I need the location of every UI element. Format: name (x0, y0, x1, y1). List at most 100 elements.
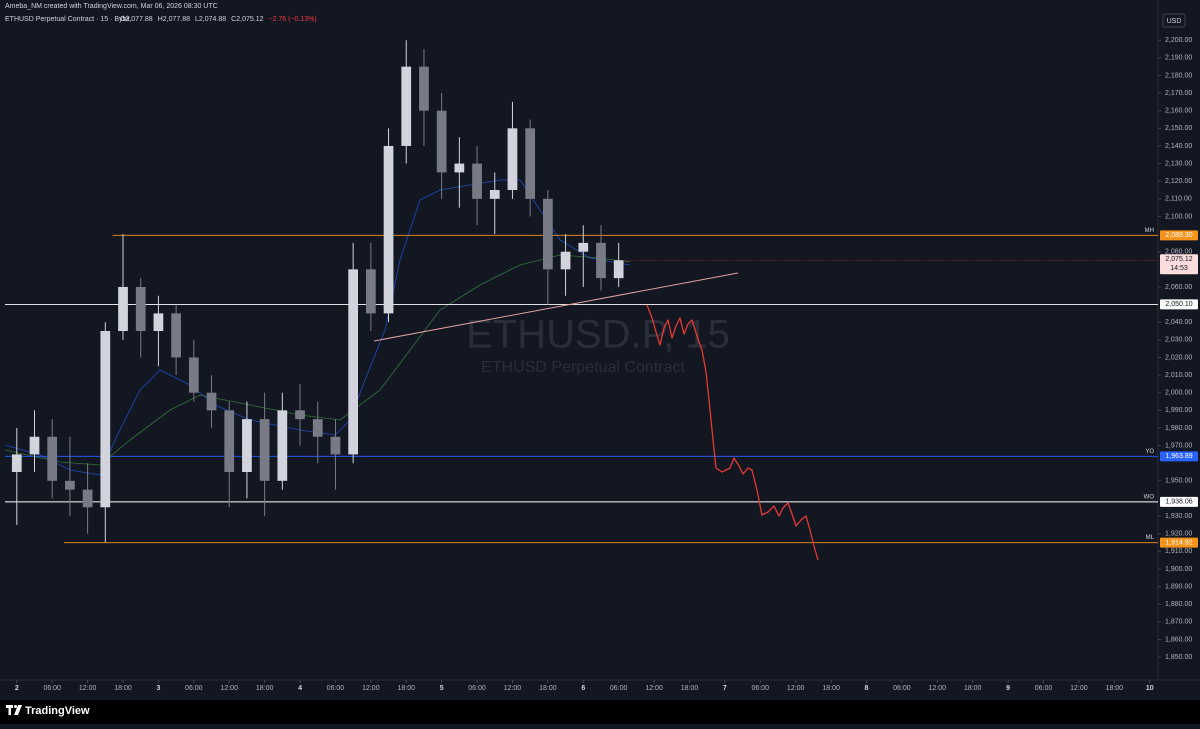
level-label: 2,089.30 (1165, 232, 1192, 239)
x-tick-label: 12:00 (79, 685, 97, 692)
candle-body (206, 392, 217, 411)
x-tick-label: 9 (1006, 685, 1010, 692)
x-tick-label: 06:00 (893, 685, 911, 692)
x-tick-label: 06:00 (1035, 685, 1053, 692)
x-tick-label: 18:00 (1106, 685, 1124, 692)
candle-body (11, 454, 22, 473)
level-badge (1160, 299, 1198, 310)
y-tick-label: 2,190.00 (1165, 55, 1192, 62)
y-tick-label: 2,060.00 (1165, 284, 1192, 291)
level-badge (1160, 451, 1198, 462)
level-label: 2,050.10 (1165, 301, 1192, 308)
x-tick-label: 3 (156, 685, 160, 692)
ohlc-value: L2,074.88 (195, 16, 226, 23)
ohlc-legend: O2,077.88 H2,077.88 L2,074.88 C2,075.12 −2.7… (120, 16, 317, 23)
x-tick-label: 5 (440, 685, 444, 692)
candle-body (596, 242, 606, 279)
y-tick-label: 1,860.00 (1165, 636, 1192, 643)
x-tick-label: 06:00 (185, 685, 203, 692)
level-label: 1,914.92 (1165, 540, 1192, 547)
candle-body (295, 410, 305, 420)
ma-slow (4, 254, 631, 466)
candle-body (312, 419, 323, 437)
x-tick-label: 18:00 (964, 685, 982, 692)
x-tick-label: 06:00 (43, 685, 61, 692)
candle-body (436, 110, 447, 173)
y-tick-label: 2,150.00 (1165, 125, 1192, 132)
x-tick-label: 8 (865, 685, 869, 692)
x-tick-label: 06:00 (610, 685, 628, 692)
x-tick-label: 06:00 (752, 685, 770, 692)
ohlc-value: −2.76 (−0.13%) (268, 16, 316, 23)
candle-body (171, 313, 181, 358)
y-tick-label: 2,100.00 (1165, 213, 1192, 220)
x-tick-label: 12:00 (645, 685, 663, 692)
level-name: MH (1145, 228, 1154, 234)
level-name: YO (1145, 449, 1154, 455)
ohlc-value: H2,077.88 (158, 16, 190, 23)
brand: TradingView (25, 705, 90, 717)
y-tick-label: 2,130.00 (1165, 160, 1192, 167)
y-tick-label: 1,850.00 (1165, 654, 1192, 661)
y-tick-label: 1,950.00 (1165, 478, 1192, 485)
y-tick-label: 2,000.00 (1165, 390, 1192, 397)
x-tick-label: 12:00 (1070, 685, 1088, 692)
candle-body (29, 436, 40, 455)
x-tick-label: 06:00 (468, 685, 486, 692)
axes: 2,200.00 2,190.00 2,180.00 2,170.00 2,160.00… (15, 37, 1193, 692)
candle-body (348, 269, 359, 455)
x-tick-label: 12:00 (929, 685, 947, 692)
candle-body (135, 286, 146, 332)
y-tick-label: 2,020.00 (1165, 354, 1192, 361)
countdown: 14:53 (1170, 265, 1188, 272)
candle-body (259, 419, 270, 481)
candle-body (153, 313, 164, 332)
ohlc-value: O2,077.88 (120, 16, 153, 23)
y-tick-label: 1,980.00 (1165, 425, 1192, 432)
candle-body (613, 260, 624, 279)
y-tick-label: 2,080.00 (1165, 249, 1192, 256)
y-tick-label: 2,120.00 (1165, 178, 1192, 185)
y-tick-label: 1,920.00 (1165, 531, 1192, 538)
candle-body (118, 286, 128, 332)
brand-logo (6, 705, 22, 715)
y-tick-label: 1,870.00 (1165, 619, 1192, 626)
last-price-label: 2,075.12 (1165, 256, 1192, 263)
footer-bar (0, 700, 1200, 724)
level-name: WO (1144, 494, 1155, 500)
levels: MH 2,089.30 2,050.10 YO 1,963.89 WO 1,938.06 ML… (5, 228, 1198, 548)
y-tick-label: 1,880.00 (1165, 601, 1192, 608)
symbol: ETHUSD Perpetual Contract · 15 · Bybit (5, 16, 130, 23)
x-tick-label: 12:00 (362, 685, 380, 692)
y-tick-label: 1,970.00 (1165, 442, 1192, 449)
level-label: 1,963.89 (1165, 453, 1192, 460)
x-tick-label: 2 (15, 685, 19, 692)
x-tick-label: 18:00 (397, 685, 415, 692)
y-tick-label: 2,010.00 (1165, 372, 1192, 379)
candle-body (472, 163, 482, 199)
candle-body (542, 198, 553, 270)
x-tick-label: 06:00 (327, 685, 345, 692)
candle-body (65, 480, 75, 490)
last-price-badge (1160, 254, 1198, 275)
candle-body (507, 128, 518, 191)
y-tick-label: 2,140.00 (1165, 143, 1192, 150)
candle-body (242, 419, 252, 473)
level-badge (1160, 537, 1198, 548)
candle-body (578, 242, 589, 252)
y-tick-label: 1,990.00 (1165, 407, 1192, 414)
candle-body (525, 128, 536, 199)
currency-box (1162, 13, 1186, 28)
y-tick-label: 1,890.00 (1165, 583, 1192, 590)
currency: USD (1167, 18, 1182, 25)
x-tick-label: 18:00 (114, 685, 132, 692)
x-tick-label: 12:00 (504, 685, 522, 692)
x-tick-label: 6 (581, 685, 585, 692)
level-badge (1160, 230, 1198, 241)
ohlc-value: C2,075.12 (231, 16, 263, 23)
candles (11, 40, 624, 543)
y-tick-label: 1,930.00 (1165, 513, 1192, 520)
x-tick-label: 18:00 (822, 685, 840, 692)
